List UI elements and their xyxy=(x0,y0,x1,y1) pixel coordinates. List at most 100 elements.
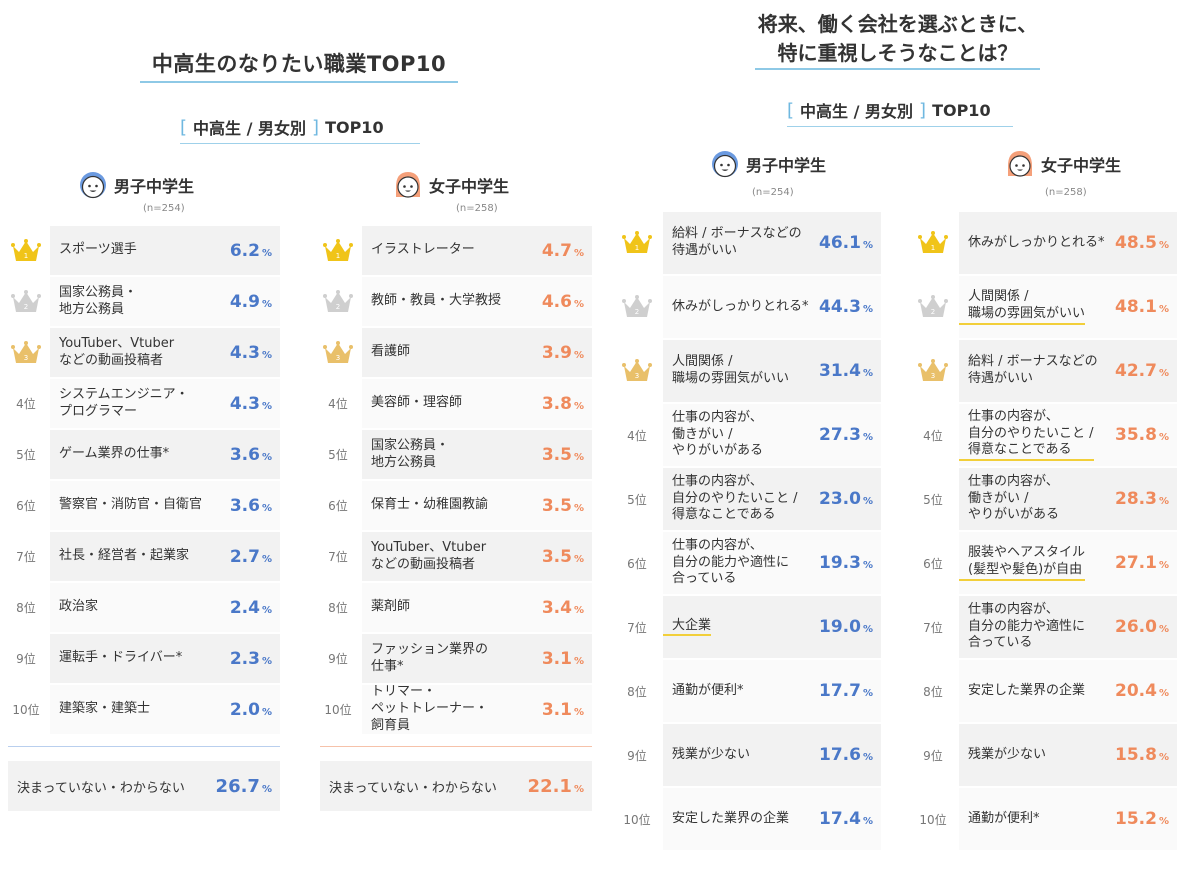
crown-rank-3-icon: 3 xyxy=(320,328,356,377)
ranking-cell: 服装やヘアスタイル (髪型や髪色)が自由 27.1% xyxy=(959,532,1177,594)
item-value: 27.3% xyxy=(819,425,873,445)
item-label: 服装やヘアスタイル (髪型や髪色)が自由 xyxy=(959,545,1086,581)
item-value: 28.3% xyxy=(1115,489,1169,509)
bracket-close: ] xyxy=(919,99,927,121)
ranking-cell: 残業が少ない 15.8% xyxy=(959,724,1177,786)
item-value: 4.6% xyxy=(541,291,584,312)
ranking-cell: 人間関係 / 職場の雰囲気がいい 48.1% xyxy=(959,276,1177,338)
left-subtitle: [ 中高生 / 男女別 ] TOP10 xyxy=(180,115,384,139)
item-label: 大企業 xyxy=(663,618,712,637)
rank-label: 10位 xyxy=(919,812,947,827)
left-main-title: 中高生のなりたい職業TOP10 xyxy=(151,52,447,76)
ranking-cell: YouTuber、Vtuber などの動画投稿者 4.3% xyxy=(50,328,280,377)
rank-label: 7位 xyxy=(923,620,943,635)
left-boys-n: (n=254) xyxy=(143,203,185,214)
crown-rank-3-icon: 3 xyxy=(8,328,44,377)
ranking-row: 4位 システムエンジニア・ プログラマー 4.3% xyxy=(8,379,280,428)
item-value: 2.4% xyxy=(229,597,272,618)
crown-rank-2-icon: 2 xyxy=(913,276,953,338)
ranking-row: 10位 トリマー・ ペットトレーナー・ 飼育員 3.1% xyxy=(320,684,592,734)
item-value: 2.7% xyxy=(229,546,272,567)
item-value: 17.6% xyxy=(819,745,873,765)
ranking-cell: 残業が少ない 17.6% xyxy=(663,724,881,786)
ranking-cell: 安定した業界の企業 17.4% xyxy=(663,788,881,850)
ranking-cell: 仕事の内容が、 自分のやりたいこと / 得意なことである 23.0% xyxy=(663,468,881,530)
item-label: 仕事の内容が、 自分の能力や適性に 合っている xyxy=(672,537,790,587)
crown-rank-1-icon: 1 xyxy=(320,226,356,275)
rank-label: 4位 xyxy=(627,428,647,443)
ranking-cell: 薬剤師 3.4% xyxy=(362,583,592,632)
ranking-cell: 仕事の内容が、 自分の能力や適性に 合っている 26.0% xyxy=(959,596,1177,658)
right-subtitle: [ 中高生 / 男女別 ] TOP10 xyxy=(787,98,991,122)
left-girls-separator xyxy=(320,746,592,747)
crown-rank-3-icon: 3 xyxy=(617,340,657,402)
left-boys-separator xyxy=(8,746,280,747)
right-girls-header: 女子中学生 xyxy=(1005,148,1121,180)
left-boys-undecided-row: 決まっていない・わからない 26.7% xyxy=(8,761,280,811)
svg-text:2: 2 xyxy=(931,308,935,316)
item-label: トリマー・ ペットトレーナー・ 飼育員 xyxy=(371,684,489,733)
item-label: イラストレーター xyxy=(371,242,475,258)
item-label: システムエンジニア・ プログラマー xyxy=(59,386,189,419)
ranking-cell: 通勤が便利* 17.7% xyxy=(663,660,881,722)
ranking-cell: 仕事の内容が、 働きがい / やりがいがある 28.3% xyxy=(959,468,1177,530)
item-value: 4.9% xyxy=(229,291,272,312)
ranking-row: 4位 仕事の内容が、 自分のやりたいこと / 得意なことである 35.8% xyxy=(913,404,1177,466)
item-value: 3.4% xyxy=(541,597,584,618)
right-boys-n: (n=254) xyxy=(752,187,794,198)
rank-label: 4位 xyxy=(923,428,943,443)
ranking-row: 5位 仕事の内容が、 自分のやりたいこと / 得意なことである 23.0% xyxy=(617,468,881,530)
rank-label: 7位 xyxy=(328,550,348,564)
ranking-cell: 社長・経営者・起業家 2.7% xyxy=(50,532,280,581)
item-label: 給料 / ボーナスなどの 待遇がいい xyxy=(968,354,1098,386)
left-girls-n: (n=258) xyxy=(456,203,498,214)
ranking-cell: 休みがしっかりとれる* 44.3% xyxy=(663,276,881,338)
item-label: 政治家 xyxy=(59,599,99,615)
ranking-row: 1 イラストレーター 4.7% xyxy=(320,226,592,275)
ranking-row: 9位 運転手・ドライバー* 2.3% xyxy=(8,634,280,683)
item-value: 31.4% xyxy=(819,361,873,381)
ranking-cell: YouTuber、Vtuber などの動画投稿者 3.5% xyxy=(362,532,592,581)
item-label: 教師・教員・大学教授 xyxy=(371,293,502,309)
item-label: スポーツ選手 xyxy=(59,242,137,258)
ranking-row: 5位 ゲーム業界の仕事* 3.6% xyxy=(8,430,280,479)
item-label: 仕事の内容が、 自分のやりたいこと / 得意なことである xyxy=(959,409,1094,462)
item-value: 3.1% xyxy=(541,699,584,720)
item-label: 仕事の内容が、 働きがい / やりがいがある xyxy=(672,409,764,459)
item-value: 48.1% xyxy=(1115,297,1169,317)
crown-rank-1-icon: 1 xyxy=(913,212,953,274)
item-label: 仕事の内容が、 働きがい / やりがいがある xyxy=(968,473,1060,523)
ranking-row: 4位 仕事の内容が、 働きがい / やりがいがある 27.3% xyxy=(617,404,881,466)
ranking-row: 5位 仕事の内容が、 働きがい / やりがいがある 28.3% xyxy=(913,468,1177,530)
item-label: 安定した業界の企業 xyxy=(672,810,790,826)
item-value: 2.3% xyxy=(229,648,272,669)
svg-text:2: 2 xyxy=(635,308,639,316)
ranking-row: 8位 通勤が便利* 17.7% xyxy=(617,660,881,722)
rank-label: 6位 xyxy=(923,556,943,571)
left-subtitle-underline xyxy=(180,143,420,144)
item-label: 警察官・消防官・自衛官 xyxy=(59,497,203,513)
undecided-label: 決まっていない・わからない xyxy=(329,780,497,796)
crown-rank-1-icon: 1 xyxy=(8,226,44,275)
ranking-row: 3 給料 / ボーナスなどの 待遇がいい 42.7% xyxy=(913,340,1177,402)
item-value: 20.4% xyxy=(1115,681,1169,701)
rank-label: 4位 xyxy=(16,397,36,411)
item-value: 23.0% xyxy=(819,489,873,509)
ranking-cell: システムエンジニア・ プログラマー 4.3% xyxy=(50,379,280,428)
item-value: 3.5% xyxy=(541,546,584,567)
item-label: 仕事の内容が、 自分のやりたいこと / 得意なことである xyxy=(672,473,798,523)
boy-face-icon xyxy=(78,169,108,201)
item-label: 国家公務員・ 地方公務員 xyxy=(59,284,138,317)
ranking-cell: イラストレーター 4.7% xyxy=(362,226,592,275)
rank-label: 9位 xyxy=(328,652,348,666)
ranking-row: 6位 保育士・幼稚園教諭 3.5% xyxy=(320,481,592,530)
item-value: 19.3% xyxy=(819,553,873,573)
left-boys-header: 男子中学生 xyxy=(78,169,194,201)
item-value: 3.6% xyxy=(229,444,272,465)
rank-label: 8位 xyxy=(16,601,36,615)
item-label: 看護師 xyxy=(371,344,411,360)
item-value: 3.5% xyxy=(541,444,584,465)
left-main-title-underline xyxy=(140,81,458,83)
item-value: 19.0% xyxy=(819,617,873,637)
item-label: ゲーム業界の仕事* xyxy=(59,446,170,462)
